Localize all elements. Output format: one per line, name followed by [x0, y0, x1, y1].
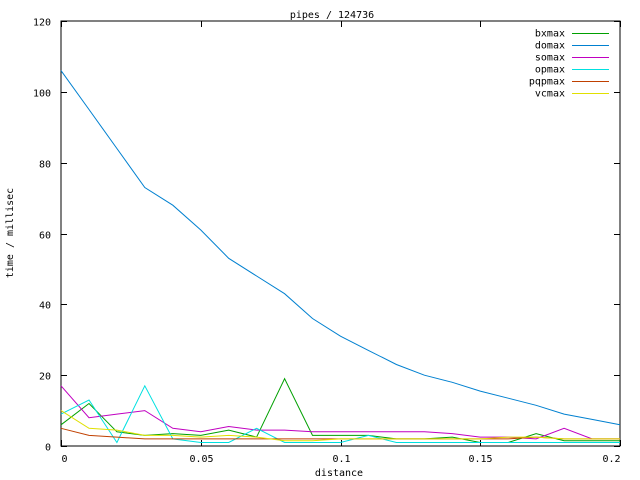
- legend-label-bxmax: bxmax: [535, 29, 565, 40]
- legend-label-opmax: opmax: [535, 65, 565, 76]
- series-line-bxmax: [60, 377, 620, 443]
- series-line-opmax: [60, 384, 620, 444]
- y-tick-label: 80: [39, 160, 51, 171]
- y-tick-label: 100: [33, 89, 51, 100]
- x-axis-label: distance: [315, 468, 363, 479]
- chart-title: pipes / 124736: [290, 10, 374, 21]
- legend-label-vcmax: vcmax: [535, 89, 565, 100]
- x-tick-label: 0.15: [468, 454, 492, 465]
- y-tick-label: 0: [45, 443, 51, 454]
- x-tick-label: 0.1: [332, 454, 350, 465]
- y-tick-label: 40: [39, 301, 51, 312]
- series-line-somax: [60, 385, 620, 440]
- series-line-domax: [60, 70, 621, 426]
- plot-frame: [60, 20, 621, 447]
- y-axis-label: time / millisec: [5, 188, 16, 278]
- x-tick-label: 0: [62, 454, 68, 465]
- y-tick-label: 60: [39, 231, 51, 242]
- x-tick-label: 0.2: [602, 454, 620, 465]
- y-tick-label: 120: [33, 18, 51, 29]
- series-line-vcmax: [60, 410, 620, 442]
- y-tick-label: 20: [39, 372, 51, 383]
- legend-label-pqpmax: pqpmax: [529, 77, 565, 88]
- legend-label-domax: domax: [535, 41, 565, 52]
- legend-label-somax: somax: [535, 53, 565, 64]
- x-tick-label: 0.05: [189, 454, 213, 465]
